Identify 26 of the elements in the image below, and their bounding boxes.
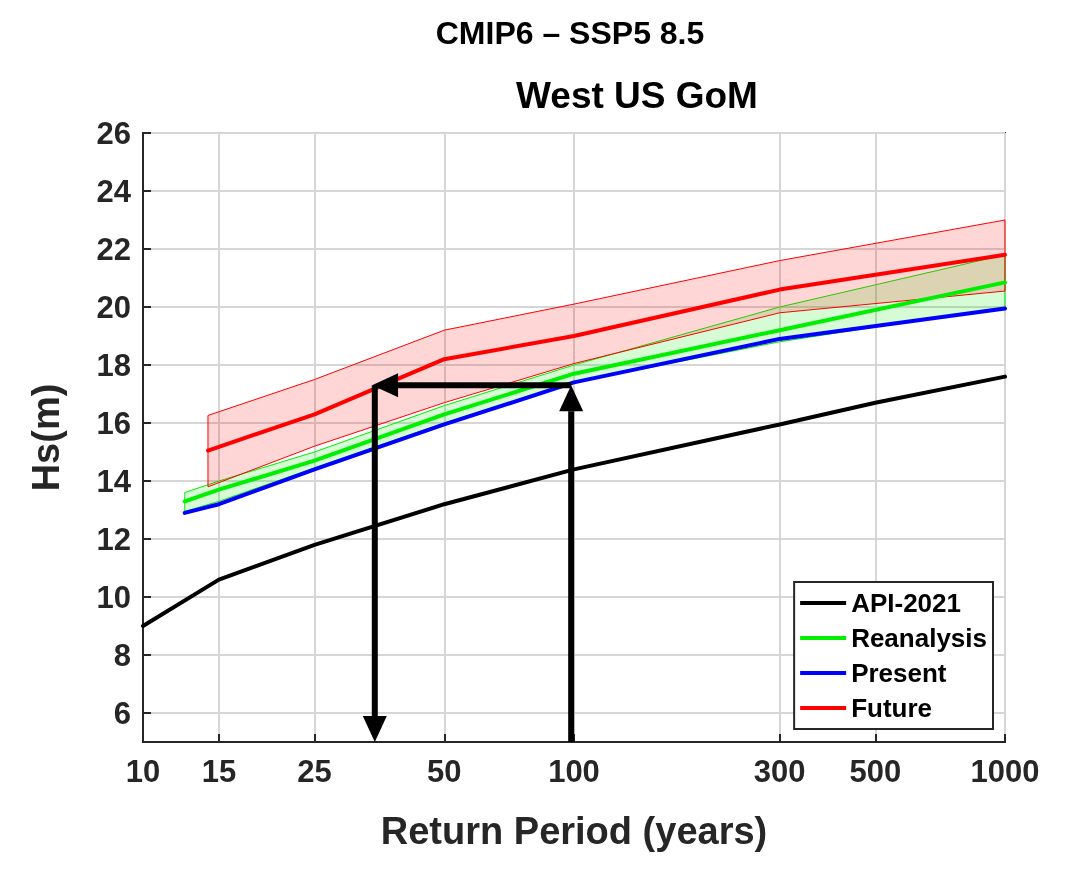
legend-label: Reanalysis [851, 623, 988, 653]
y-tick-label: 10 [96, 579, 131, 615]
legend-label: Present [851, 658, 947, 688]
y-axis-title: Hs(m) [25, 383, 67, 492]
y-tick-label: 16 [96, 405, 131, 441]
x-tick-label: 50 [427, 754, 462, 789]
y-tick-label: 8 [113, 637, 131, 673]
y-tick-label: 20 [96, 289, 131, 325]
y-tick-label: 24 [96, 173, 132, 209]
x-tick-label: 25 [297, 754, 332, 789]
legend-label: API-2021 [851, 588, 961, 618]
y-tick-label: 6 [113, 695, 131, 731]
y-tick-label: 26 [96, 115, 131, 151]
x-axis-title: Return Period (years) [380, 810, 768, 852]
x-tick-label: 300 [753, 754, 806, 789]
x-tick-label: 15 [201, 754, 237, 789]
y-tick-label: 14 [96, 463, 132, 499]
chart-title: CMIP6 – SSP5 8.5 [435, 15, 705, 51]
y-tick-label: 22 [96, 231, 131, 267]
legend-label: Future [851, 693, 933, 723]
y-tick-label: 12 [96, 521, 131, 557]
y-tick-label: 18 [96, 347, 131, 383]
x-tick-label: 500 [849, 754, 902, 789]
x-tick-label: 1000 [970, 754, 1040, 789]
chart-subtitle: West US GoM [516, 75, 758, 116]
x-tick-label: 100 [548, 754, 600, 789]
